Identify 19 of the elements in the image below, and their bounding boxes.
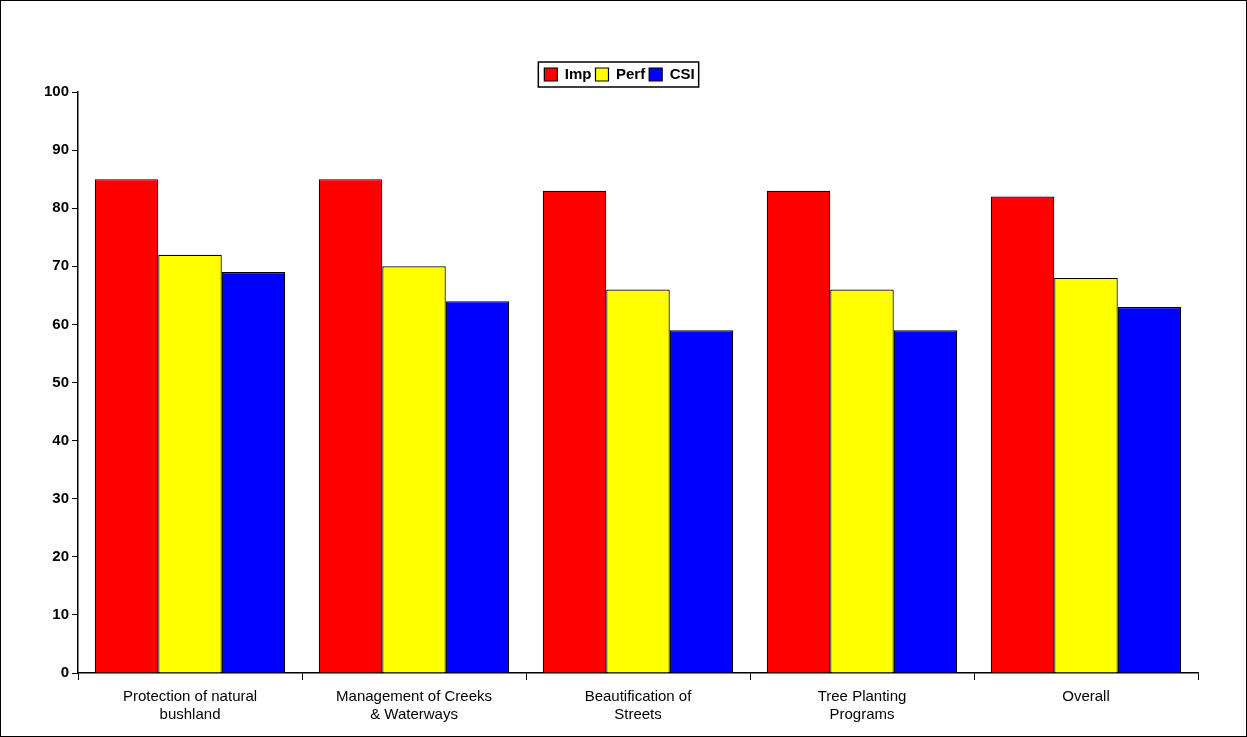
legend-label: Imp (564, 64, 592, 82)
x-tick-label: Management of Creeks & Waterways (336, 687, 492, 723)
y-tick-label: 50 (52, 372, 70, 390)
y-tick-label: 40 (52, 430, 70, 448)
y-tick-label: 30 (52, 488, 70, 506)
y-tick-label: 90 (52, 140, 70, 158)
legend-label: Perf (615, 64, 647, 82)
y-tick-label: 70 (52, 256, 70, 274)
y-tick-label: 60 (52, 314, 70, 332)
y-tick-label: 10 (52, 605, 70, 623)
x-tick-label: Beautification of Streets (584, 687, 693, 723)
legend-label: CSI (669, 64, 695, 82)
y-tick-label: 100 (44, 82, 70, 100)
x-tick-label: Tree Planting Programs (817, 687, 907, 723)
y-tick-label: 0 (60, 663, 70, 681)
y-tick-label: 20 (52, 546, 70, 564)
x-tick-label: Protection of natural bushland (122, 687, 258, 723)
y-tick-label: 80 (52, 198, 70, 216)
x-tick-label: Overall (1062, 687, 1110, 705)
